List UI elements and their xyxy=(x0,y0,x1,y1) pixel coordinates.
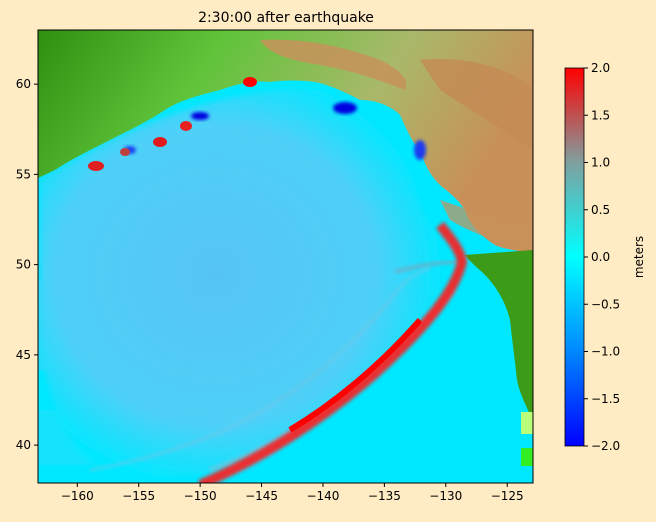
trough xyxy=(414,140,426,160)
y-tick-label: 60 xyxy=(16,77,31,91)
colorbar-tick-label: −2.0 xyxy=(591,439,620,453)
coastal-crest xyxy=(153,137,167,147)
x-tick-label: −130 xyxy=(429,489,462,503)
mountain-range xyxy=(260,39,407,90)
y-tick-label: 55 xyxy=(16,167,31,181)
chart-title: 2:30:00 after earthquake xyxy=(198,10,374,26)
coastal-crest xyxy=(88,161,104,171)
x-axis: −160 −155 −150 −145 −140 −135 −130 −125 xyxy=(61,483,524,503)
trough xyxy=(333,102,357,114)
coastal-crest xyxy=(120,148,130,156)
y-axis: 40 45 50 55 60 xyxy=(16,77,38,452)
land-pixel-block xyxy=(521,448,533,466)
x-tick-label: −155 xyxy=(122,489,155,503)
colorbar-tick-label: 0.0 xyxy=(591,250,610,264)
x-tick-label: −145 xyxy=(245,489,278,503)
tsunami-wave-front xyxy=(197,221,468,483)
colorbar-tick-label: 0.5 xyxy=(591,203,610,217)
x-tick-label: −140 xyxy=(306,489,339,503)
colorbar-tick-label: −1.5 xyxy=(591,392,620,406)
trough xyxy=(191,112,209,120)
tsunami-wave-front-core xyxy=(288,318,423,433)
colorbar-tick-label: −1.0 xyxy=(591,345,620,359)
colorbar-tick-label: 2.0 xyxy=(591,61,610,75)
x-tick-label: −150 xyxy=(184,489,217,503)
disturbed-basin xyxy=(40,88,458,477)
colorbar xyxy=(564,67,585,447)
x-tick-label: −160 xyxy=(61,489,94,503)
mountain-range xyxy=(440,200,533,250)
colorbar-tick-label: 1.0 xyxy=(591,156,610,170)
x-tick-label: −125 xyxy=(491,489,524,503)
secondary-front xyxy=(394,260,459,274)
colorbar-tick-label: 1.5 xyxy=(591,108,610,122)
y-tick-label: 50 xyxy=(16,258,31,272)
land-alaska xyxy=(38,30,533,255)
colorbar-ticks: 2.0 1.5 1.0 0.5 0.0 −0.5 −1.0 −1.5 −2.0 xyxy=(584,61,620,453)
y-tick-label: 40 xyxy=(16,438,31,452)
mountain-range xyxy=(420,59,533,150)
secondary-front xyxy=(89,266,431,472)
land-pixel-block xyxy=(521,412,533,434)
axes-frame xyxy=(37,29,534,484)
colorbar-label: meters xyxy=(632,236,646,278)
x-tick-label: −135 xyxy=(368,489,401,503)
colorbar-tick-label: −0.5 xyxy=(591,297,620,311)
coastal-crest xyxy=(180,121,192,131)
coastal-crest xyxy=(243,77,257,87)
y-tick-label: 45 xyxy=(16,348,31,362)
land-west-coast xyxy=(465,250,533,420)
map-area xyxy=(38,30,533,483)
